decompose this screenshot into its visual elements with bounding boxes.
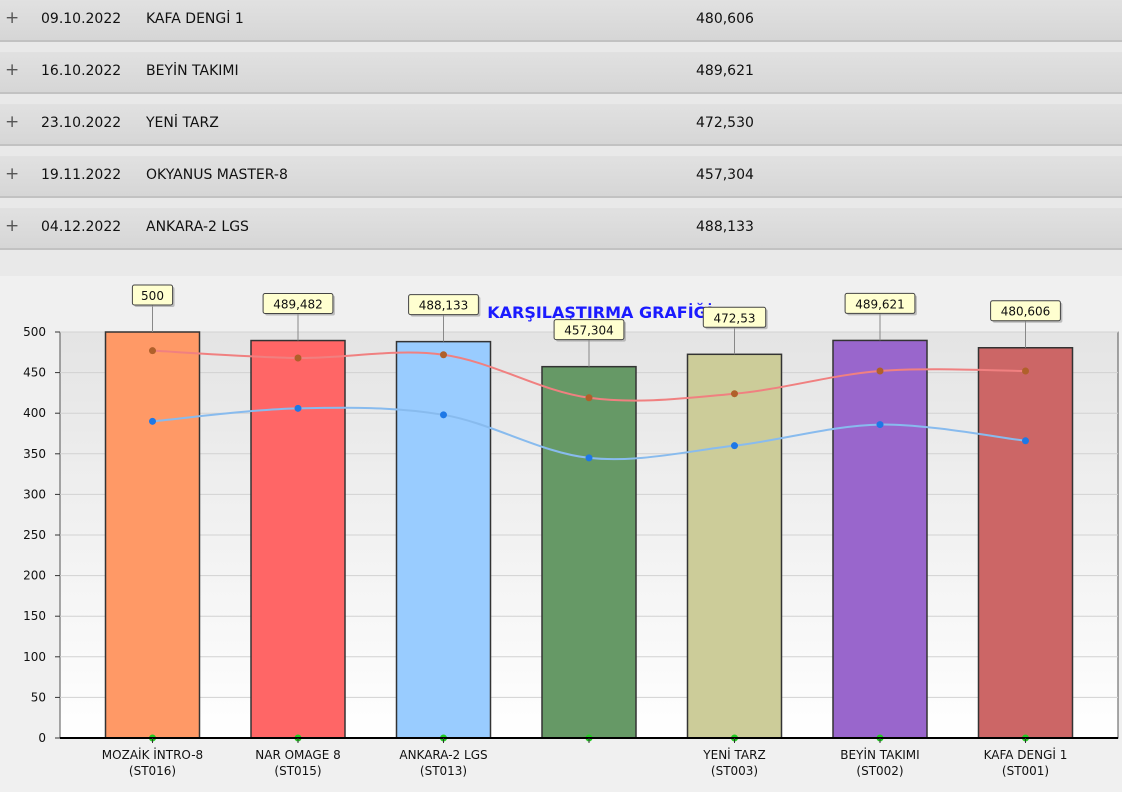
x-tick-label-code: (ST001) [1002, 764, 1049, 778]
y-tick-label: 350 [23, 447, 46, 461]
x-tick-label-code: (ST002) [856, 764, 903, 778]
y-tick-label: 200 [23, 569, 46, 583]
series-point [294, 404, 302, 412]
y-axis: 0 50 100 150 200 250 300 350 400 450 500 [23, 325, 60, 745]
series-point [294, 354, 302, 362]
x-tick-label: MOZAİK İNTRO-8 [102, 747, 203, 762]
x-tick-label: KAFA DENGİ 1 [984, 747, 1068, 762]
bar [250, 339, 346, 739]
list-row[interactable]: + 09.10.2022 KAFA DENGİ 1 480,606 [0, 0, 1122, 42]
row-date: 04.12.2022 [41, 219, 122, 235]
x-tick-label: BEYİN TAKIMI [840, 747, 919, 762]
data-label-box [553, 319, 625, 341]
y-tick-label: 100 [23, 650, 46, 664]
y-tick-label: 0 [38, 731, 46, 745]
chart-canvas: 0 50 100 150 200 250 300 350 400 450 500 MOZAİK İN… [23, 284, 1119, 778]
x-tick-label: YENİ TARZ [702, 747, 765, 762]
row-date: 09.10.2022 [41, 11, 122, 27]
data-label-box [262, 293, 334, 315]
bar [541, 365, 637, 739]
chart-title: KARŞILAŞTIRMA GRAFİĞİ [487, 303, 713, 322]
bar [977, 346, 1074, 739]
data-label-box [844, 292, 916, 314]
x-tick-label-code: (ST013) [420, 764, 467, 778]
plus-icon[interactable]: + [5, 60, 20, 80]
series-point [440, 351, 447, 359]
series-point [876, 367, 884, 375]
bar [832, 339, 928, 739]
data-label: 489,482 [273, 298, 323, 312]
x-tick-label: NAR OMAGE 8 [255, 748, 340, 762]
series-point [585, 454, 593, 462]
results-list: + 09.10.2022 KAFA DENGİ 1 480,606 + 16.1… [0, 0, 1122, 276]
x-tick-label-code: (ST003) [711, 764, 758, 778]
data-label: 472,53 [714, 311, 756, 325]
plus-icon[interactable]: + [5, 112, 20, 132]
series-point [1022, 367, 1029, 375]
series-point [440, 411, 447, 419]
series-point [731, 390, 738, 398]
series-point [731, 442, 738, 450]
series-point [149, 417, 156, 425]
y-tick-label: 300 [23, 487, 46, 501]
data-label-box [408, 294, 479, 316]
x-tick-label-code: (ST015) [274, 764, 321, 778]
series-point [876, 421, 884, 429]
bar [395, 340, 492, 739]
row-value: 457,304 [696, 167, 754, 183]
data-label: 480,606 [1001, 305, 1051, 319]
data-label: 457,304 [564, 324, 614, 338]
bars [104, 331, 1074, 739]
data-label-box [990, 300, 1061, 322]
row-name: ANKARA-2 LGS [146, 219, 249, 235]
series-point [585, 394, 593, 402]
list-row[interactable]: + 16.10.2022 BEYİN TAKIMI 489,621 [0, 52, 1122, 94]
series-point [149, 347, 156, 355]
y-tick-label: 500 [23, 325, 46, 339]
x-axis-labels: MOZAİK İNTRO-8 (ST016) NAR OMAGE 8 (ST015) A… [102, 738, 1068, 778]
bar [686, 353, 783, 739]
row-value: 489,621 [696, 63, 754, 79]
y-tick-label: 150 [23, 609, 46, 623]
row-name: OKYANUS MASTER-8 [146, 167, 288, 183]
data-label-box [131, 284, 174, 306]
data-label: 489,621 [855, 297, 905, 311]
row-date: 16.10.2022 [41, 63, 122, 79]
bar [104, 331, 201, 739]
comparison-chart: 0 50 100 150 200 250 300 350 400 450 500 MOZAİK İN… [0, 276, 1122, 792]
x-tick-label: ANKARA-2 LGS [399, 748, 487, 762]
y-tick-label: 450 [23, 366, 46, 380]
series-point [1022, 437, 1029, 445]
row-value: 488,133 [696, 219, 754, 235]
plus-icon[interactable]: + [5, 216, 20, 236]
plus-icon[interactable]: + [5, 8, 20, 28]
list-row[interactable]: + 23.10.2022 YENİ TARZ 472,530 [0, 104, 1122, 146]
list-row[interactable]: + 19.11.2022 OKYANUS MASTER-8 457,304 [0, 156, 1122, 198]
data-label: 488,133 [419, 299, 469, 313]
y-tick-label: 250 [23, 528, 46, 542]
row-name: KAFA DENGİ 1 [146, 11, 244, 27]
data-label-box [702, 306, 767, 328]
data-labels: 500 489,482 488,133 457,304 472,53 489,621 480… [131, 284, 1063, 367]
row-name: BEYİN TAKIMI [146, 63, 239, 79]
y-tick-label: 400 [23, 406, 46, 420]
row-value: 480,606 [696, 11, 754, 27]
data-label: 500 [141, 289, 164, 303]
row-name: YENİ TARZ [146, 115, 219, 131]
row-date: 23.10.2022 [41, 115, 122, 131]
x-tick-label-code: (ST016) [129, 764, 176, 778]
y-tick-label: 50 [31, 690, 46, 704]
row-date: 19.11.2022 [41, 167, 122, 183]
plus-icon[interactable]: + [5, 164, 20, 184]
list-row[interactable]: + 04.12.2022 ANKARA-2 LGS 488,133 [0, 208, 1122, 250]
row-value: 472,530 [696, 115, 754, 131]
